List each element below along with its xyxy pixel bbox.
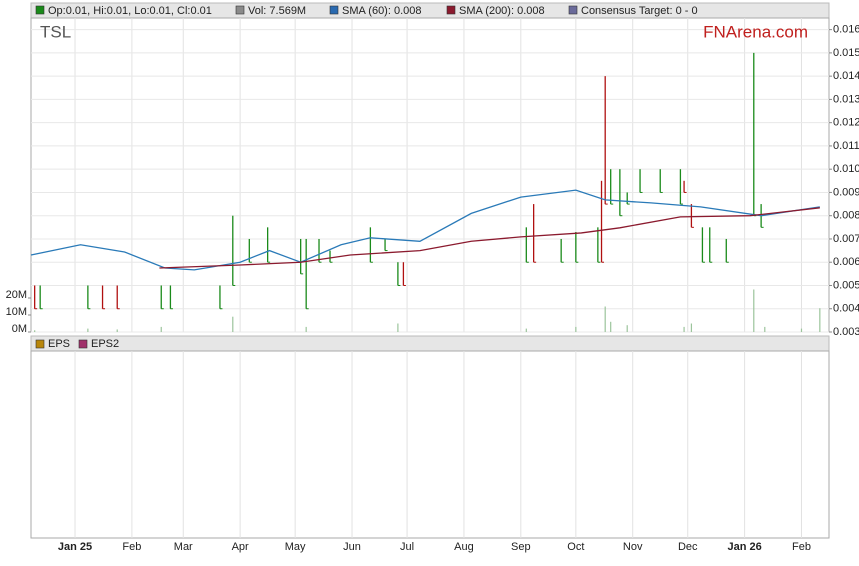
y-tick-label: 0.012 bbox=[833, 117, 859, 129]
x-tick-label: Sep bbox=[511, 541, 531, 553]
legend-label: Op:0.01, Hi:0.01, Lo:0.01, Cl:0.01 bbox=[48, 5, 212, 17]
y-tick-label: 0.009 bbox=[833, 186, 859, 198]
x-tick-label: Aug bbox=[454, 541, 474, 553]
volume-tick-label: 0M bbox=[12, 323, 27, 335]
volume-bar bbox=[626, 325, 628, 332]
legend-label: Consensus Target: 0 - 0 bbox=[581, 5, 698, 17]
y-tick-label: 0.016 bbox=[833, 24, 859, 36]
x-tick-label: Mar bbox=[174, 541, 193, 553]
y-tick-label: 0.015 bbox=[833, 47, 859, 59]
x-tick-label: Oct bbox=[567, 541, 584, 553]
volume-bar bbox=[800, 328, 803, 332]
legend-swatch bbox=[78, 339, 88, 349]
volume-bar bbox=[397, 323, 399, 332]
volume-bar bbox=[764, 326, 766, 332]
x-tick-label: Jan 25 bbox=[58, 541, 92, 553]
volume-bar bbox=[116, 329, 118, 332]
volume-bar bbox=[525, 328, 527, 332]
legend-label: EPS bbox=[48, 338, 70, 350]
eps-legend-bar bbox=[30, 335, 830, 352]
volume-tick-label: 10M bbox=[6, 306, 27, 318]
x-tick-label: May bbox=[285, 541, 306, 553]
x-tick-label: Jun bbox=[343, 541, 361, 553]
volume-tick-label: 20M bbox=[6, 289, 27, 301]
x-tick-label: Feb bbox=[792, 541, 811, 553]
legend-swatch bbox=[35, 5, 45, 15]
price-panel bbox=[30, 17, 830, 333]
sma-line bbox=[159, 207, 820, 269]
volume-bar bbox=[604, 306, 606, 332]
ticker: TSL bbox=[40, 22, 71, 41]
legend-swatch bbox=[568, 5, 578, 15]
volume-bar bbox=[160, 326, 162, 332]
x-tick-label: Jul bbox=[400, 541, 414, 553]
y-tick-label: 0.008 bbox=[833, 210, 859, 222]
eps-panel bbox=[30, 350, 830, 539]
volume-bar bbox=[305, 326, 307, 332]
grid bbox=[31, 18, 829, 538]
volume-bar bbox=[34, 330, 36, 332]
volume-bar bbox=[575, 326, 577, 332]
legend-label: SMA (60): 0.008 bbox=[342, 5, 422, 17]
y-tick-label: 0.014 bbox=[833, 70, 859, 82]
y-tick-label: 0.013 bbox=[833, 93, 859, 105]
legend-swatch bbox=[235, 5, 245, 15]
y-tick-label: 0.010 bbox=[833, 163, 859, 175]
y-tick-label: 0.006 bbox=[833, 256, 859, 268]
x-tick-label: Nov bbox=[623, 541, 643, 553]
volume-bar bbox=[819, 308, 821, 332]
y-tick-label: 0.005 bbox=[833, 279, 859, 291]
legend-swatch bbox=[329, 5, 339, 15]
y-tick-label: 0.003 bbox=[833, 326, 859, 338]
volume-bar bbox=[683, 326, 685, 332]
legend-label: Vol: 7.569M bbox=[248, 5, 306, 17]
y-tick-label: 0.011 bbox=[833, 140, 859, 152]
legend-swatch bbox=[35, 339, 45, 349]
legend-swatch bbox=[446, 5, 456, 15]
y-tick-label: 0.007 bbox=[833, 233, 859, 245]
legend-label: SMA (200): 0.008 bbox=[459, 5, 545, 17]
volume-bar bbox=[232, 316, 234, 332]
marks bbox=[30, 52, 821, 332]
y-tick-label: 0.004 bbox=[833, 303, 859, 315]
x-tick-label: Dec bbox=[678, 541, 698, 553]
watermark: FNArena.com bbox=[703, 22, 808, 41]
x-tick-label: Jan 26 bbox=[727, 541, 761, 553]
x-tick-label: Apr bbox=[232, 541, 249, 553]
x-tick-label: Feb bbox=[122, 541, 141, 553]
legend-label: EPS2 bbox=[91, 338, 119, 350]
volume-bar bbox=[87, 328, 89, 332]
volume-bar bbox=[610, 321, 612, 332]
volume-bar bbox=[690, 323, 693, 332]
volume-bar bbox=[753, 289, 755, 332]
